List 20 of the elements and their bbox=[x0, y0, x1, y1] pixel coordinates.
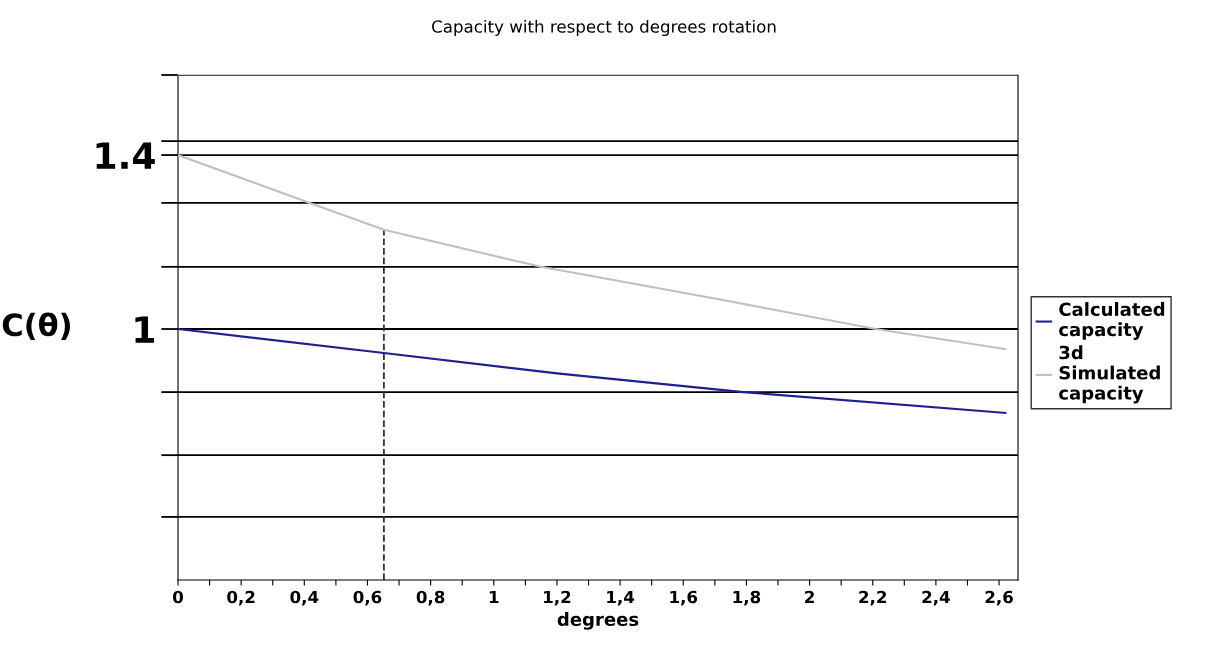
x-tick-label: 0,2 bbox=[227, 590, 255, 606]
x-tick-label: 1,4 bbox=[607, 590, 635, 606]
x-tick-label: 2 bbox=[805, 590, 814, 604]
x-tick-label: 2,6 bbox=[985, 590, 1013, 606]
y-tick-label: 1.4 bbox=[96, 142, 155, 169]
legend-label: Calculated capacity bbox=[1059, 302, 1165, 340]
x-tick-label: 0,6 bbox=[353, 590, 382, 606]
y-axis-title: C(θ) bbox=[2, 312, 70, 340]
x-tick-label: 0,4 bbox=[290, 590, 319, 606]
x-tick-label: 1,8 bbox=[733, 590, 761, 606]
x-tick-label: 2,4 bbox=[922, 590, 950, 606]
x-tick-label: 1 bbox=[489, 590, 499, 604]
x-tick-label: 1,6 bbox=[670, 590, 698, 606]
x-tick-label: 0,8 bbox=[416, 590, 445, 606]
x-tick-label: 2,2 bbox=[859, 590, 887, 606]
chart-title: Capacity with respect to degrees rotation bbox=[432, 19, 776, 37]
x-tick-label: 0 bbox=[173, 590, 183, 604]
legend-label: 3d Simulated capacity bbox=[1059, 345, 1160, 404]
x-axis-title: degrees bbox=[557, 612, 639, 630]
x-tick-label: 1,2 bbox=[544, 590, 571, 606]
